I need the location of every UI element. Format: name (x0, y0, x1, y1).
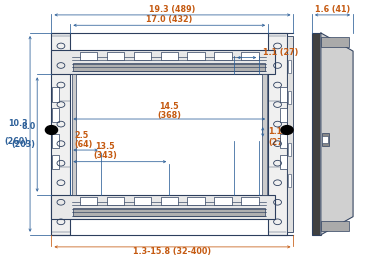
Bar (73, 63, 265, 72)
Bar (288, 60, 291, 73)
Text: 2.5: 2.5 (74, 131, 88, 140)
Bar (134, 197, 151, 205)
Bar (107, 197, 124, 205)
Bar (160, 52, 178, 60)
Bar (280, 87, 287, 102)
Text: 17.0 (432): 17.0 (432) (146, 16, 192, 24)
Bar (160, 197, 178, 205)
Bar (280, 108, 287, 122)
Bar (288, 174, 291, 187)
Bar (241, 197, 258, 205)
Bar (52, 154, 59, 169)
Bar (107, 52, 124, 60)
Bar (80, 197, 97, 205)
Bar (80, 52, 97, 60)
Bar (214, 52, 231, 60)
Bar (287, 36, 293, 232)
Bar (52, 87, 59, 102)
Text: 14.5: 14.5 (159, 102, 179, 111)
Bar (72, 74, 76, 195)
Bar (52, 108, 59, 122)
Text: (27): (27) (268, 138, 287, 147)
Bar (268, 33, 287, 235)
Bar (322, 136, 328, 143)
Text: (343): (343) (93, 151, 117, 160)
Bar (321, 37, 350, 47)
Bar (52, 195, 275, 219)
Circle shape (281, 126, 293, 134)
Bar (52, 134, 59, 148)
Circle shape (45, 126, 57, 134)
Bar (52, 33, 70, 235)
Bar (73, 208, 265, 216)
Text: 10.3: 10.3 (9, 119, 28, 128)
Polygon shape (321, 33, 353, 235)
Bar (241, 52, 258, 60)
Text: (368): (368) (157, 111, 181, 120)
Bar (288, 91, 291, 104)
Bar (214, 197, 231, 205)
Bar (312, 33, 321, 235)
Text: (203): (203) (11, 140, 35, 150)
Bar (280, 134, 287, 148)
Text: 8.0: 8.0 (21, 122, 35, 131)
Text: 1.6 (41): 1.6 (41) (315, 5, 350, 14)
Bar (52, 50, 275, 74)
Bar (134, 52, 151, 60)
Bar (262, 74, 267, 195)
Bar (288, 143, 291, 156)
Bar (187, 197, 205, 205)
Text: (260): (260) (4, 137, 28, 146)
Bar (321, 220, 350, 231)
Text: 19.3 (489): 19.3 (489) (149, 5, 196, 14)
Bar (187, 52, 205, 60)
Text: (64): (64) (74, 140, 92, 149)
Bar (322, 133, 329, 146)
Text: 13.5: 13.5 (95, 142, 115, 151)
Text: 1.1: 1.1 (268, 127, 282, 136)
Text: 1.1 (27): 1.1 (27) (263, 48, 298, 57)
Text: 1.3-15.8 (32-400): 1.3-15.8 (32-400) (133, 248, 212, 256)
Bar (280, 154, 287, 169)
